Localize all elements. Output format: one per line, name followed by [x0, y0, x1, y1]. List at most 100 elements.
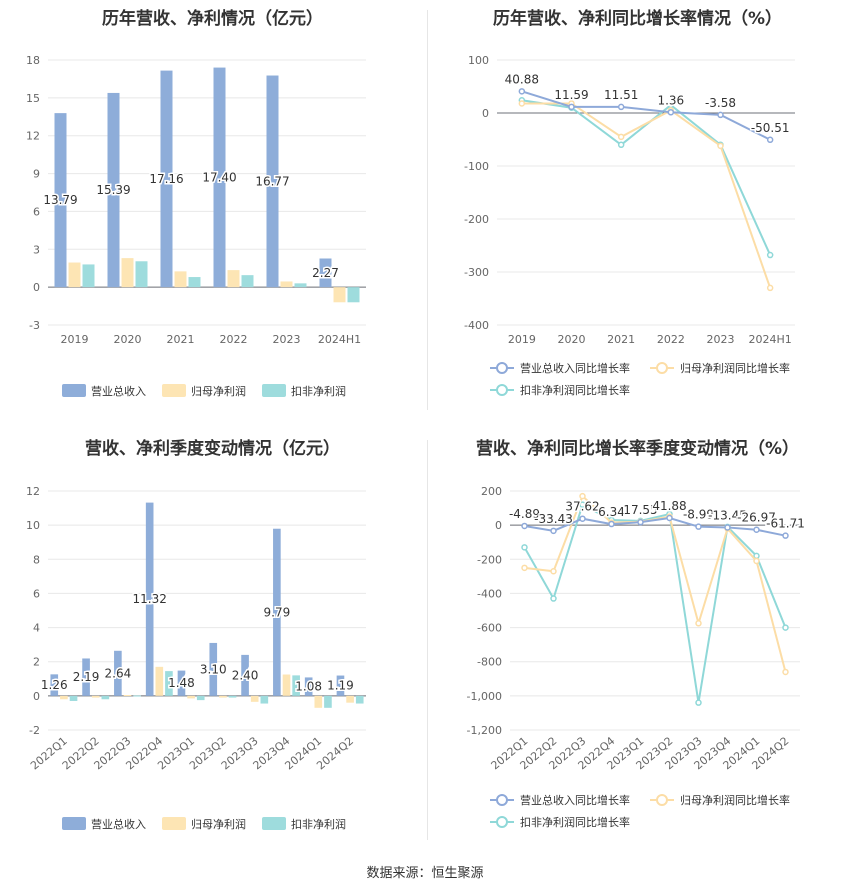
data-point — [550, 567, 557, 575]
bar-net-profit — [68, 262, 81, 288]
legend-label: 归母净利润 — [191, 384, 246, 398]
series-line — [521, 90, 771, 141]
x-tick-label: 2022 — [657, 333, 685, 346]
bar-deducted-net-profit — [101, 695, 110, 700]
data-point — [608, 520, 615, 528]
bar-deducted-net-profit — [188, 277, 201, 288]
bar-revenue — [319, 258, 332, 288]
bar-data-label: 13.79 — [43, 193, 77, 207]
y-tick-label: 0 — [33, 690, 40, 703]
x-tick-label: 2023 — [707, 333, 735, 346]
bar-revenue — [273, 528, 281, 696]
data-point — [782, 624, 789, 631]
bar-net-profit — [123, 695, 132, 697]
y-tick-label: 4 — [33, 622, 40, 635]
data-point — [550, 527, 557, 535]
x-tick-label: 2022 — [220, 333, 248, 346]
legend-marker — [656, 362, 668, 374]
data-point — [766, 284, 774, 292]
y-tick-label: 12 — [26, 485, 40, 498]
line-data-label: -50.51 — [751, 121, 790, 135]
data-point — [695, 523, 702, 530]
bar-data-label: 2.64 — [105, 666, 132, 680]
line-data-label: 6.34 — [598, 505, 625, 519]
y-tick-label: 200 — [481, 485, 502, 498]
y-tick-label: 100 — [468, 54, 489, 67]
line-data-label: 1.36 — [657, 93, 684, 107]
line-data-label: -33.43 — [534, 512, 573, 526]
legend-label: 扣非净利润同比增长率 — [520, 815, 630, 829]
data-point — [521, 544, 528, 551]
bar-revenue — [114, 650, 122, 696]
bar-deducted-net-profit — [82, 264, 95, 288]
bar-data-label: 1.19 — [327, 679, 354, 693]
line-data-label: 41.88 — [652, 499, 686, 513]
y-tick-label: -200 — [464, 213, 489, 226]
data-point — [717, 111, 724, 119]
legend-label: 扣非净利润同比增长率 — [520, 383, 630, 397]
x-tick-label: 2021 — [607, 333, 635, 346]
data-point — [518, 100, 526, 107]
series-line — [521, 102, 772, 289]
data-point — [637, 518, 644, 526]
y-tick-label: -200 — [477, 553, 502, 566]
data-point — [521, 522, 528, 530]
annual-revenue-profit-panel: 历年营收、净利情况（亿元） -3 0 3 6 9 12 15 18 13.79 15.39 17.1… — [0, 0, 425, 430]
y-tick-label: 18 — [26, 54, 40, 67]
legend-swatch — [62, 384, 86, 397]
legend-label: 归母净利润同比增长率 — [680, 361, 790, 375]
y-tick-label: -800 — [477, 656, 502, 669]
y-tick-label: 12 — [26, 130, 40, 143]
quarterly-revenue-profit-chart: -2 0 2 4 6 8 10 12 1.26 2.19 2.64 11.32 1.48 3.10 2.40… — [26, 485, 366, 831]
annual-growth-panel: 历年营收、净利同比增长率情况（%） -400 -300 -200 -100 0 100 40… — [425, 0, 850, 430]
legend-swatch — [162, 384, 186, 397]
bar-data-label: 17.16 — [149, 172, 183, 186]
y-tick-label: -400 — [477, 587, 502, 600]
bar-revenue — [145, 502, 154, 696]
data-point — [521, 564, 528, 572]
data-point — [518, 88, 526, 95]
x-tick-label: 2021 — [167, 333, 195, 346]
y-tick-label: 0 — [33, 281, 40, 294]
bar-net-profit — [219, 695, 227, 698]
legend-swatch — [162, 817, 186, 830]
y-tick-label: 9 — [33, 168, 40, 181]
bar-revenue — [241, 654, 249, 696]
bar-net-profit — [250, 695, 259, 702]
y-tick-label: 15 — [26, 92, 40, 105]
legend-label: 扣非净利润 — [291, 384, 346, 398]
legend-swatch — [62, 817, 86, 830]
bar-deducted-net-profit — [69, 695, 78, 701]
y-tick-label: -100 — [464, 160, 489, 173]
data-point — [766, 251, 774, 259]
bar-deducted-net-profit — [347, 287, 360, 303]
data-point — [753, 557, 760, 565]
legend-label: 扣非净利润 — [291, 817, 346, 831]
series-line — [524, 516, 786, 537]
bar-data-label: 15.39 — [96, 183, 130, 197]
x-tick-label: 2020 — [558, 333, 586, 346]
bar-data-label: 9.79 — [264, 605, 291, 619]
bar-data-label: 1.26 — [41, 678, 68, 692]
bar-data-label: 1.48 — [168, 676, 195, 690]
panel-divider — [427, 10, 428, 410]
y-tick-label: -300 — [464, 266, 489, 279]
data-point — [695, 620, 702, 627]
bar-deducted-net-profit — [133, 695, 141, 697]
bar-net-profit — [60, 695, 68, 700]
data-point — [550, 595, 557, 602]
legend-label: 营业总收入同比增长率 — [520, 793, 630, 807]
annual-growth-chart: -400 -300 -200 -100 0 100 40.88 11.59 11.51 1.36 -… — [464, 54, 795, 397]
legend-label: 营业总收入 — [91, 817, 146, 831]
bar-revenue — [107, 92, 120, 288]
bar-net-profit — [280, 281, 293, 288]
data-point — [782, 532, 789, 539]
y-tick-label: 3 — [33, 243, 40, 256]
bar-data-label: 2.19 — [73, 670, 100, 684]
quarterly-growth-panel: 营收、净利同比增长率季度变动情况（%） -1,200 -1,000 -800 -600… — [425, 430, 850, 860]
line-data-label: -4.89 — [509, 507, 540, 521]
legend-marker — [496, 794, 508, 806]
data-point — [782, 668, 789, 676]
data-point — [717, 142, 724, 150]
data-point — [617, 133, 625, 141]
